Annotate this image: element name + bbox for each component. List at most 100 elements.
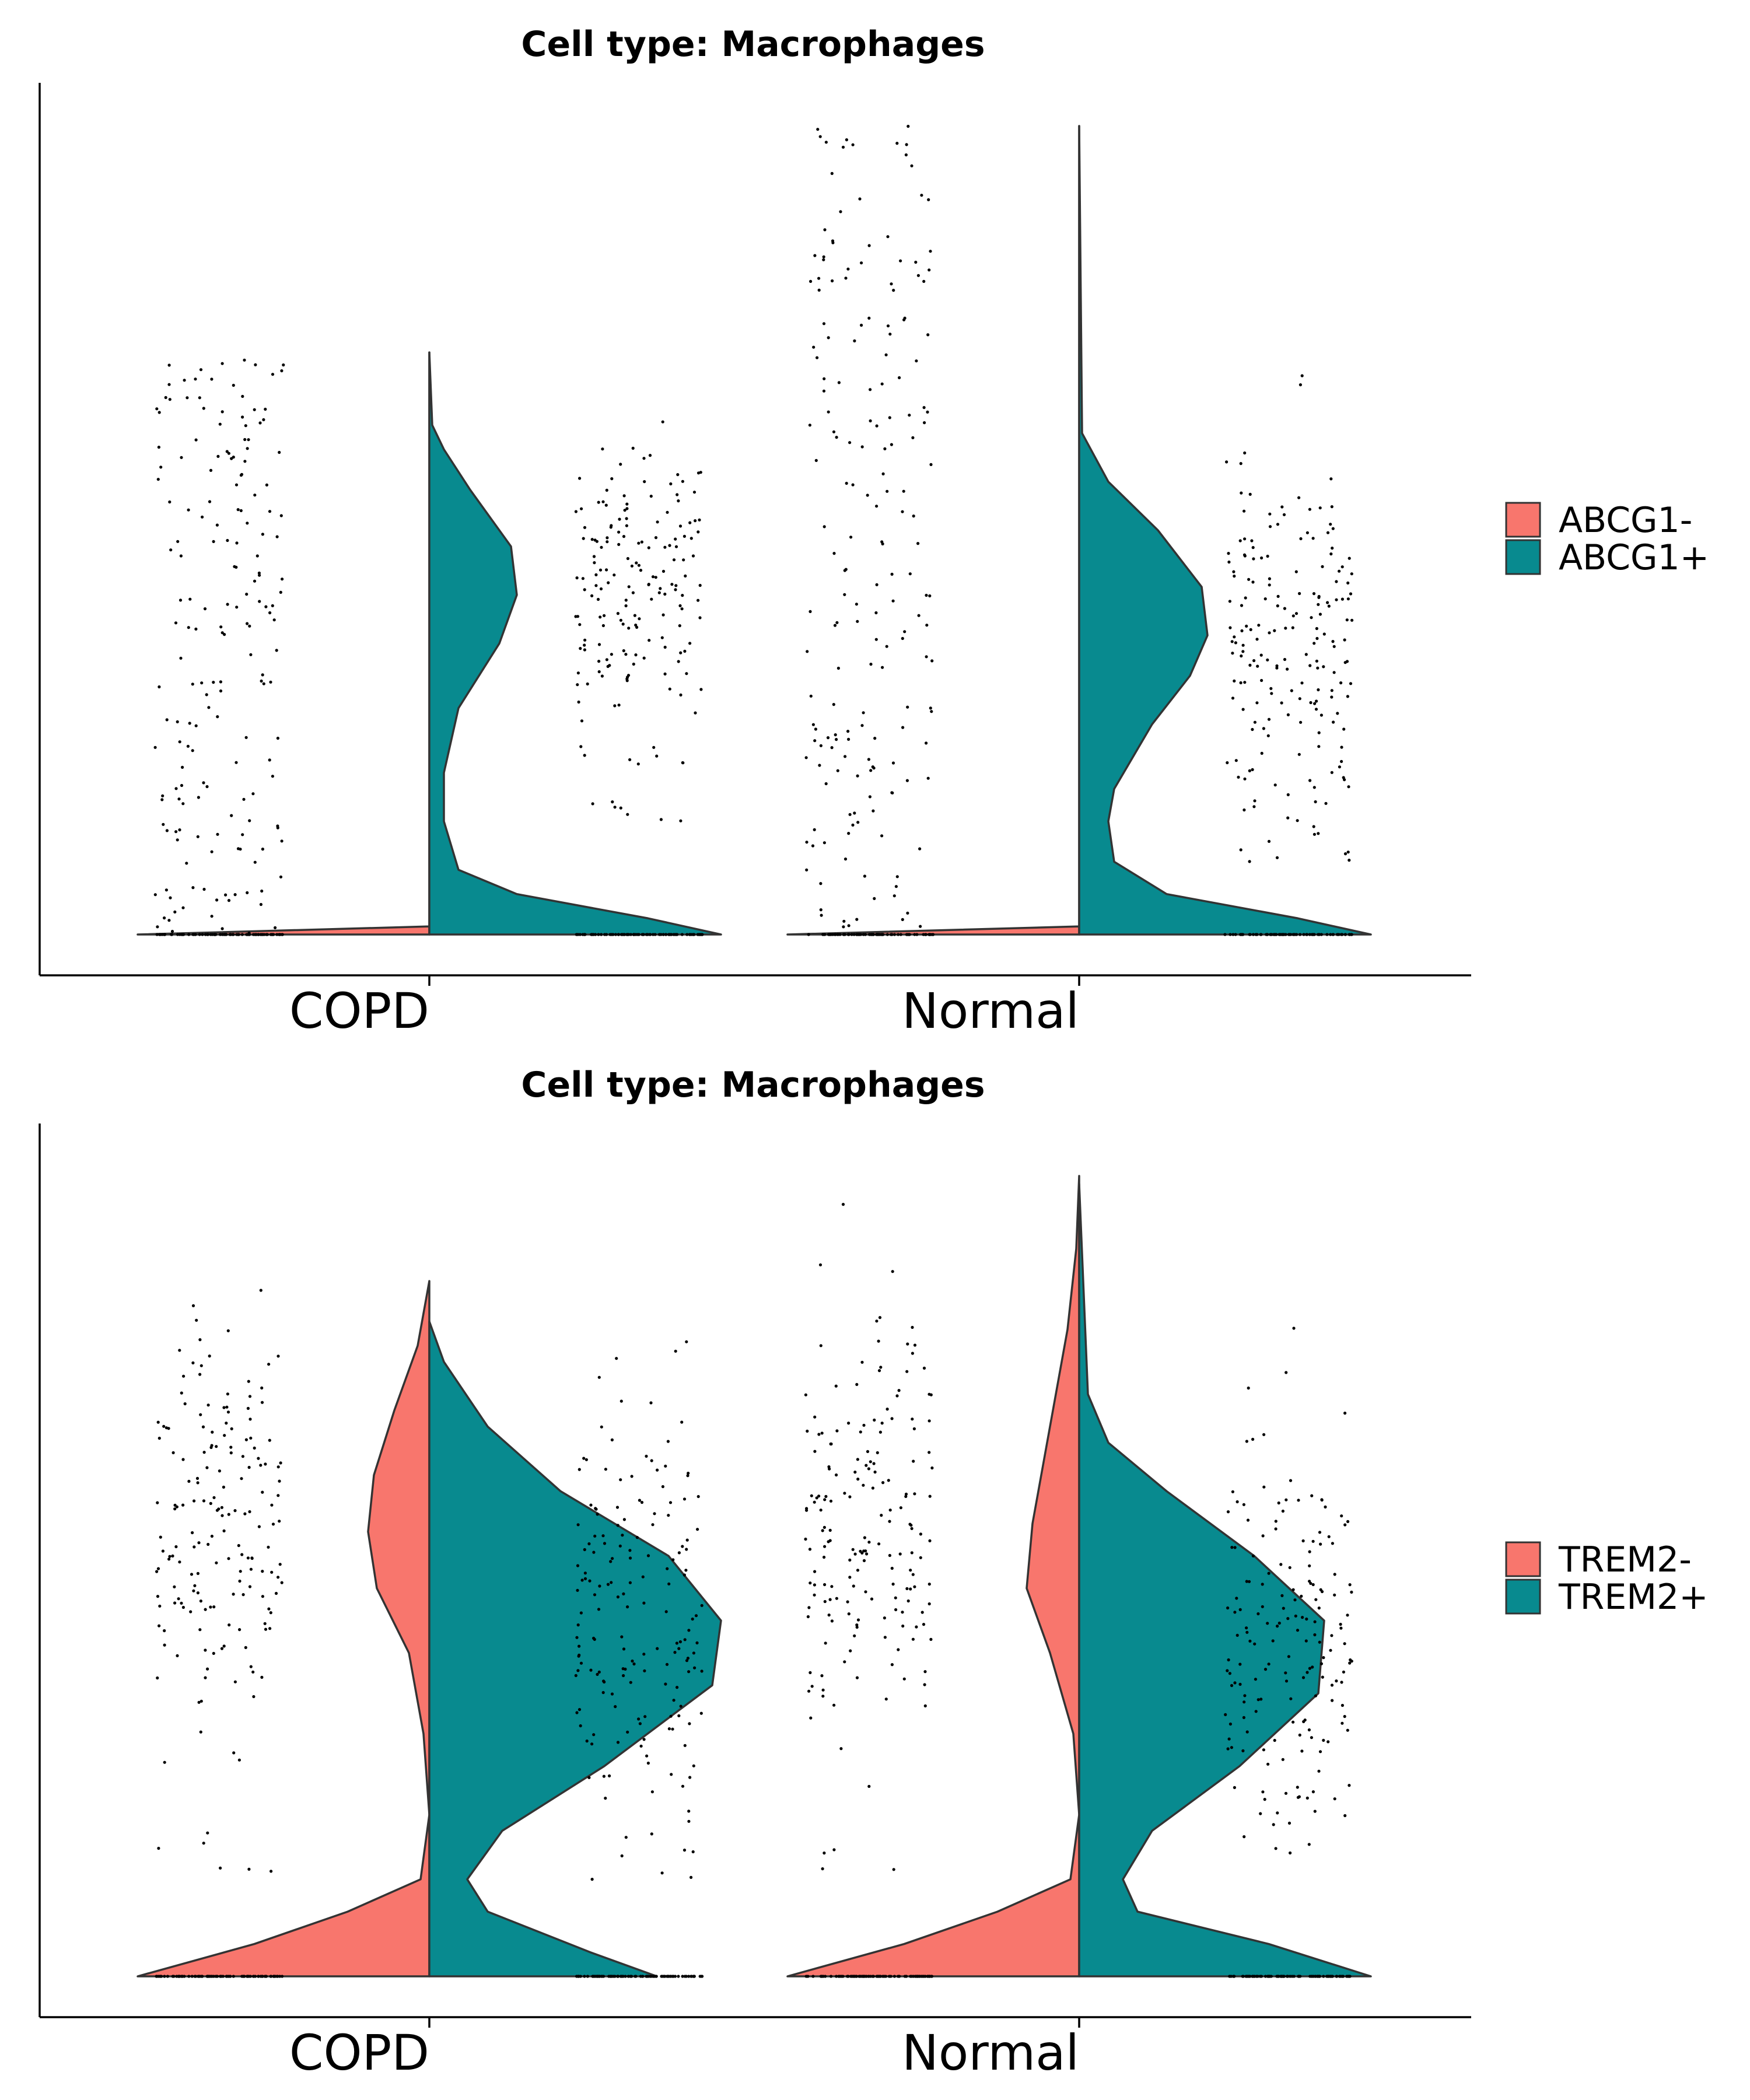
data-point bbox=[839, 1747, 843, 1751]
data-point bbox=[846, 1600, 849, 1604]
data-point bbox=[194, 438, 198, 442]
data-point bbox=[836, 666, 840, 670]
data-point bbox=[1242, 1716, 1245, 1719]
data-point bbox=[600, 933, 603, 936]
data-point bbox=[589, 1503, 593, 1507]
data-point bbox=[699, 471, 702, 474]
data-point bbox=[594, 573, 598, 577]
data-point bbox=[886, 933, 889, 936]
violin-abcg1--normal bbox=[786, 125, 1080, 936]
data-point bbox=[200, 1364, 203, 1367]
data-point bbox=[280, 369, 284, 373]
data-point bbox=[594, 1507, 598, 1511]
data-point bbox=[886, 324, 890, 328]
violin-abcg1--normal bbox=[1078, 125, 1372, 936]
data-point bbox=[837, 1975, 841, 1978]
data-point bbox=[592, 555, 596, 558]
data-point bbox=[204, 1676, 207, 1679]
data-point bbox=[926, 333, 930, 337]
data-point bbox=[1300, 374, 1304, 377]
data-point bbox=[608, 1774, 611, 1777]
data-point bbox=[185, 862, 188, 865]
data-point bbox=[225, 1975, 228, 1978]
data-point bbox=[819, 882, 822, 886]
data-point bbox=[686, 1474, 690, 1478]
data-point bbox=[808, 1548, 812, 1551]
data-point bbox=[1308, 779, 1312, 782]
data-point bbox=[1317, 1975, 1321, 1978]
data-point bbox=[909, 1587, 912, 1591]
data-point bbox=[192, 1589, 195, 1592]
data-point bbox=[665, 1662, 669, 1666]
data-point bbox=[228, 933, 232, 936]
data-point bbox=[162, 933, 166, 936]
data-point bbox=[853, 1552, 857, 1556]
data-point bbox=[170, 933, 173, 936]
data-point bbox=[165, 718, 169, 722]
data-point bbox=[809, 694, 813, 698]
data-point bbox=[671, 1727, 674, 1731]
data-point bbox=[191, 1361, 195, 1364]
data-point bbox=[1241, 708, 1245, 711]
data-point bbox=[634, 653, 638, 657]
data-point bbox=[660, 636, 664, 639]
data-point bbox=[879, 1366, 883, 1369]
data-point bbox=[678, 1640, 682, 1644]
data-point bbox=[818, 135, 822, 138]
data-point bbox=[1294, 612, 1298, 615]
data-point bbox=[1242, 1700, 1246, 1704]
data-point bbox=[576, 1588, 579, 1592]
data-point bbox=[176, 838, 179, 842]
data-point bbox=[176, 720, 179, 723]
data-point bbox=[870, 1597, 874, 1601]
data-point bbox=[584, 1458, 589, 1461]
data-point bbox=[244, 1646, 247, 1649]
data-point bbox=[591, 802, 594, 806]
data-point bbox=[183, 1402, 187, 1406]
data-point bbox=[805, 841, 808, 844]
data-point bbox=[233, 1509, 237, 1513]
data-point bbox=[928, 1539, 932, 1542]
data-point bbox=[823, 1498, 827, 1502]
data-point bbox=[580, 1578, 584, 1582]
data-point bbox=[676, 1686, 679, 1689]
data-point bbox=[1288, 1566, 1292, 1569]
data-point bbox=[642, 933, 645, 936]
data-point bbox=[875, 1320, 878, 1323]
data-point bbox=[1330, 1975, 1334, 1978]
data-point bbox=[821, 933, 825, 936]
data-point bbox=[241, 394, 244, 398]
data-point bbox=[1266, 734, 1270, 737]
data-point bbox=[1318, 1640, 1321, 1644]
data-point bbox=[876, 933, 880, 936]
data-point bbox=[1231, 652, 1234, 655]
data-point bbox=[1298, 383, 1302, 387]
data-point bbox=[813, 828, 816, 831]
data-point bbox=[627, 626, 631, 630]
data-point bbox=[677, 1647, 681, 1650]
data-point bbox=[278, 450, 281, 454]
data-point bbox=[673, 1651, 677, 1654]
data-point bbox=[215, 1561, 218, 1564]
data-point bbox=[181, 1458, 185, 1461]
data-point bbox=[813, 1450, 817, 1453]
data-point bbox=[190, 1573, 194, 1576]
data-point bbox=[253, 408, 256, 411]
data-point bbox=[610, 1975, 613, 1978]
data-point bbox=[178, 740, 181, 744]
data-point bbox=[828, 1467, 831, 1471]
data-point bbox=[852, 1975, 856, 1978]
data-point bbox=[1325, 933, 1329, 936]
data-point bbox=[647, 583, 650, 586]
data-point bbox=[872, 933, 875, 936]
data-point bbox=[161, 1549, 164, 1553]
data-point bbox=[696, 598, 700, 602]
data-point bbox=[1243, 451, 1247, 455]
data-point bbox=[1289, 1697, 1293, 1700]
data-point bbox=[632, 662, 635, 666]
data-point bbox=[858, 197, 862, 201]
data-point bbox=[1272, 933, 1276, 936]
data-point bbox=[805, 868, 808, 872]
data-point bbox=[1243, 537, 1247, 541]
data-point bbox=[206, 1404, 210, 1407]
